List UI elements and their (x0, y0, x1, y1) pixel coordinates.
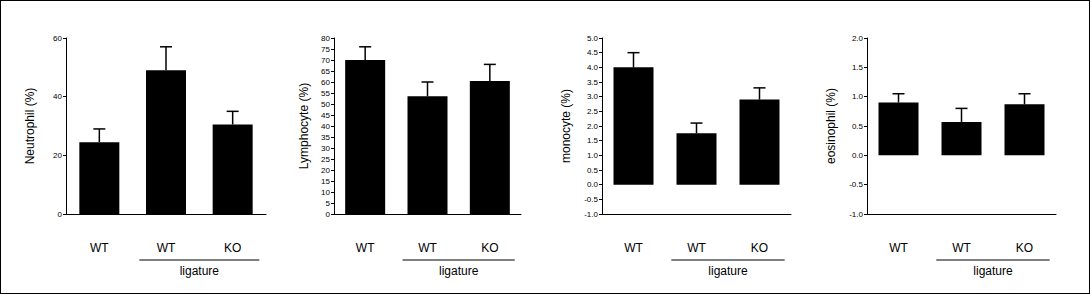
svg-text:25: 25 (321, 155, 330, 164)
svg-text:monocyte (%): monocyte (%) (559, 89, 573, 163)
svg-text:1.5: 1.5 (852, 63, 864, 72)
svg-text:40: 40 (53, 92, 62, 101)
svg-text:20: 20 (53, 151, 62, 160)
svg-text:30: 30 (321, 144, 330, 153)
svg-text:45: 45 (321, 111, 330, 120)
svg-text:WT: WT (356, 241, 375, 255)
svg-text:40: 40 (321, 122, 330, 131)
svg-text:3.0: 3.0 (587, 92, 599, 101)
svg-text:WT: WT (418, 241, 437, 255)
svg-text:KO: KO (751, 241, 768, 255)
svg-text:5.0: 5.0 (587, 34, 599, 43)
svg-text:75: 75 (321, 45, 330, 54)
svg-text:-0.5: -0.5 (849, 180, 863, 189)
svg-text:0: 0 (326, 210, 331, 219)
svg-text:4.5: 4.5 (587, 48, 599, 57)
svg-text:WT: WT (90, 241, 109, 255)
svg-text:60: 60 (53, 34, 62, 43)
svg-text:ligature: ligature (708, 264, 748, 278)
svg-text:KO: KO (481, 241, 498, 255)
svg-text:0.0: 0.0 (587, 180, 599, 189)
svg-text:WT: WT (687, 241, 706, 255)
svg-text:0.5: 0.5 (587, 166, 599, 175)
svg-text:5: 5 (326, 199, 331, 208)
svg-text:-0.5: -0.5 (584, 195, 598, 204)
svg-text:3.5: 3.5 (587, 78, 599, 87)
svg-text:WT: WT (624, 241, 643, 255)
svg-text:2.0: 2.0 (587, 122, 599, 131)
svg-text:0.0: 0.0 (852, 151, 864, 160)
svg-text:80: 80 (321, 34, 330, 43)
svg-text:WT: WT (889, 241, 908, 255)
svg-text:20: 20 (321, 166, 330, 175)
svg-text:1.0: 1.0 (587, 151, 599, 160)
svg-text:65: 65 (321, 67, 330, 76)
svg-text:4.0: 4.0 (587, 63, 599, 72)
svg-text:50: 50 (321, 100, 330, 109)
svg-text:15: 15 (321, 177, 330, 186)
svg-text:2.0: 2.0 (852, 34, 864, 43)
svg-text:-1.0: -1.0 (849, 210, 863, 219)
svg-text:ligature: ligature (439, 264, 479, 278)
svg-text:eosinophil (%): eosinophil (%) (824, 88, 838, 164)
svg-text:WT: WT (952, 241, 971, 255)
svg-text:-1.0: -1.0 (584, 210, 598, 219)
svg-text:Neutrophil (%): Neutrophil (%) (23, 88, 37, 165)
svg-text:1.0: 1.0 (852, 92, 864, 101)
svg-text:KO: KO (224, 241, 241, 255)
svg-text:0.5: 0.5 (852, 122, 864, 131)
svg-text:60: 60 (321, 78, 330, 87)
svg-text:70: 70 (321, 56, 330, 65)
svg-text:0: 0 (58, 210, 63, 219)
svg-text:Lymphocyte (%): Lymphocyte (%) (297, 83, 311, 169)
svg-text:55: 55 (321, 89, 330, 98)
svg-text:KO: KO (1016, 241, 1033, 255)
svg-text:1.5: 1.5 (587, 136, 599, 145)
svg-text:35: 35 (321, 133, 330, 142)
svg-text:10: 10 (321, 188, 330, 197)
svg-text:WT: WT (157, 241, 176, 255)
svg-text:ligature: ligature (973, 264, 1013, 278)
svg-text:ligature: ligature (180, 264, 220, 278)
svg-text:2.5: 2.5 (587, 107, 599, 116)
